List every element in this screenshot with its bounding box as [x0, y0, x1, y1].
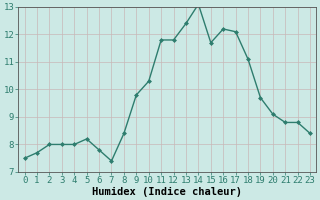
X-axis label: Humidex (Indice chaleur): Humidex (Indice chaleur) — [92, 186, 242, 197]
